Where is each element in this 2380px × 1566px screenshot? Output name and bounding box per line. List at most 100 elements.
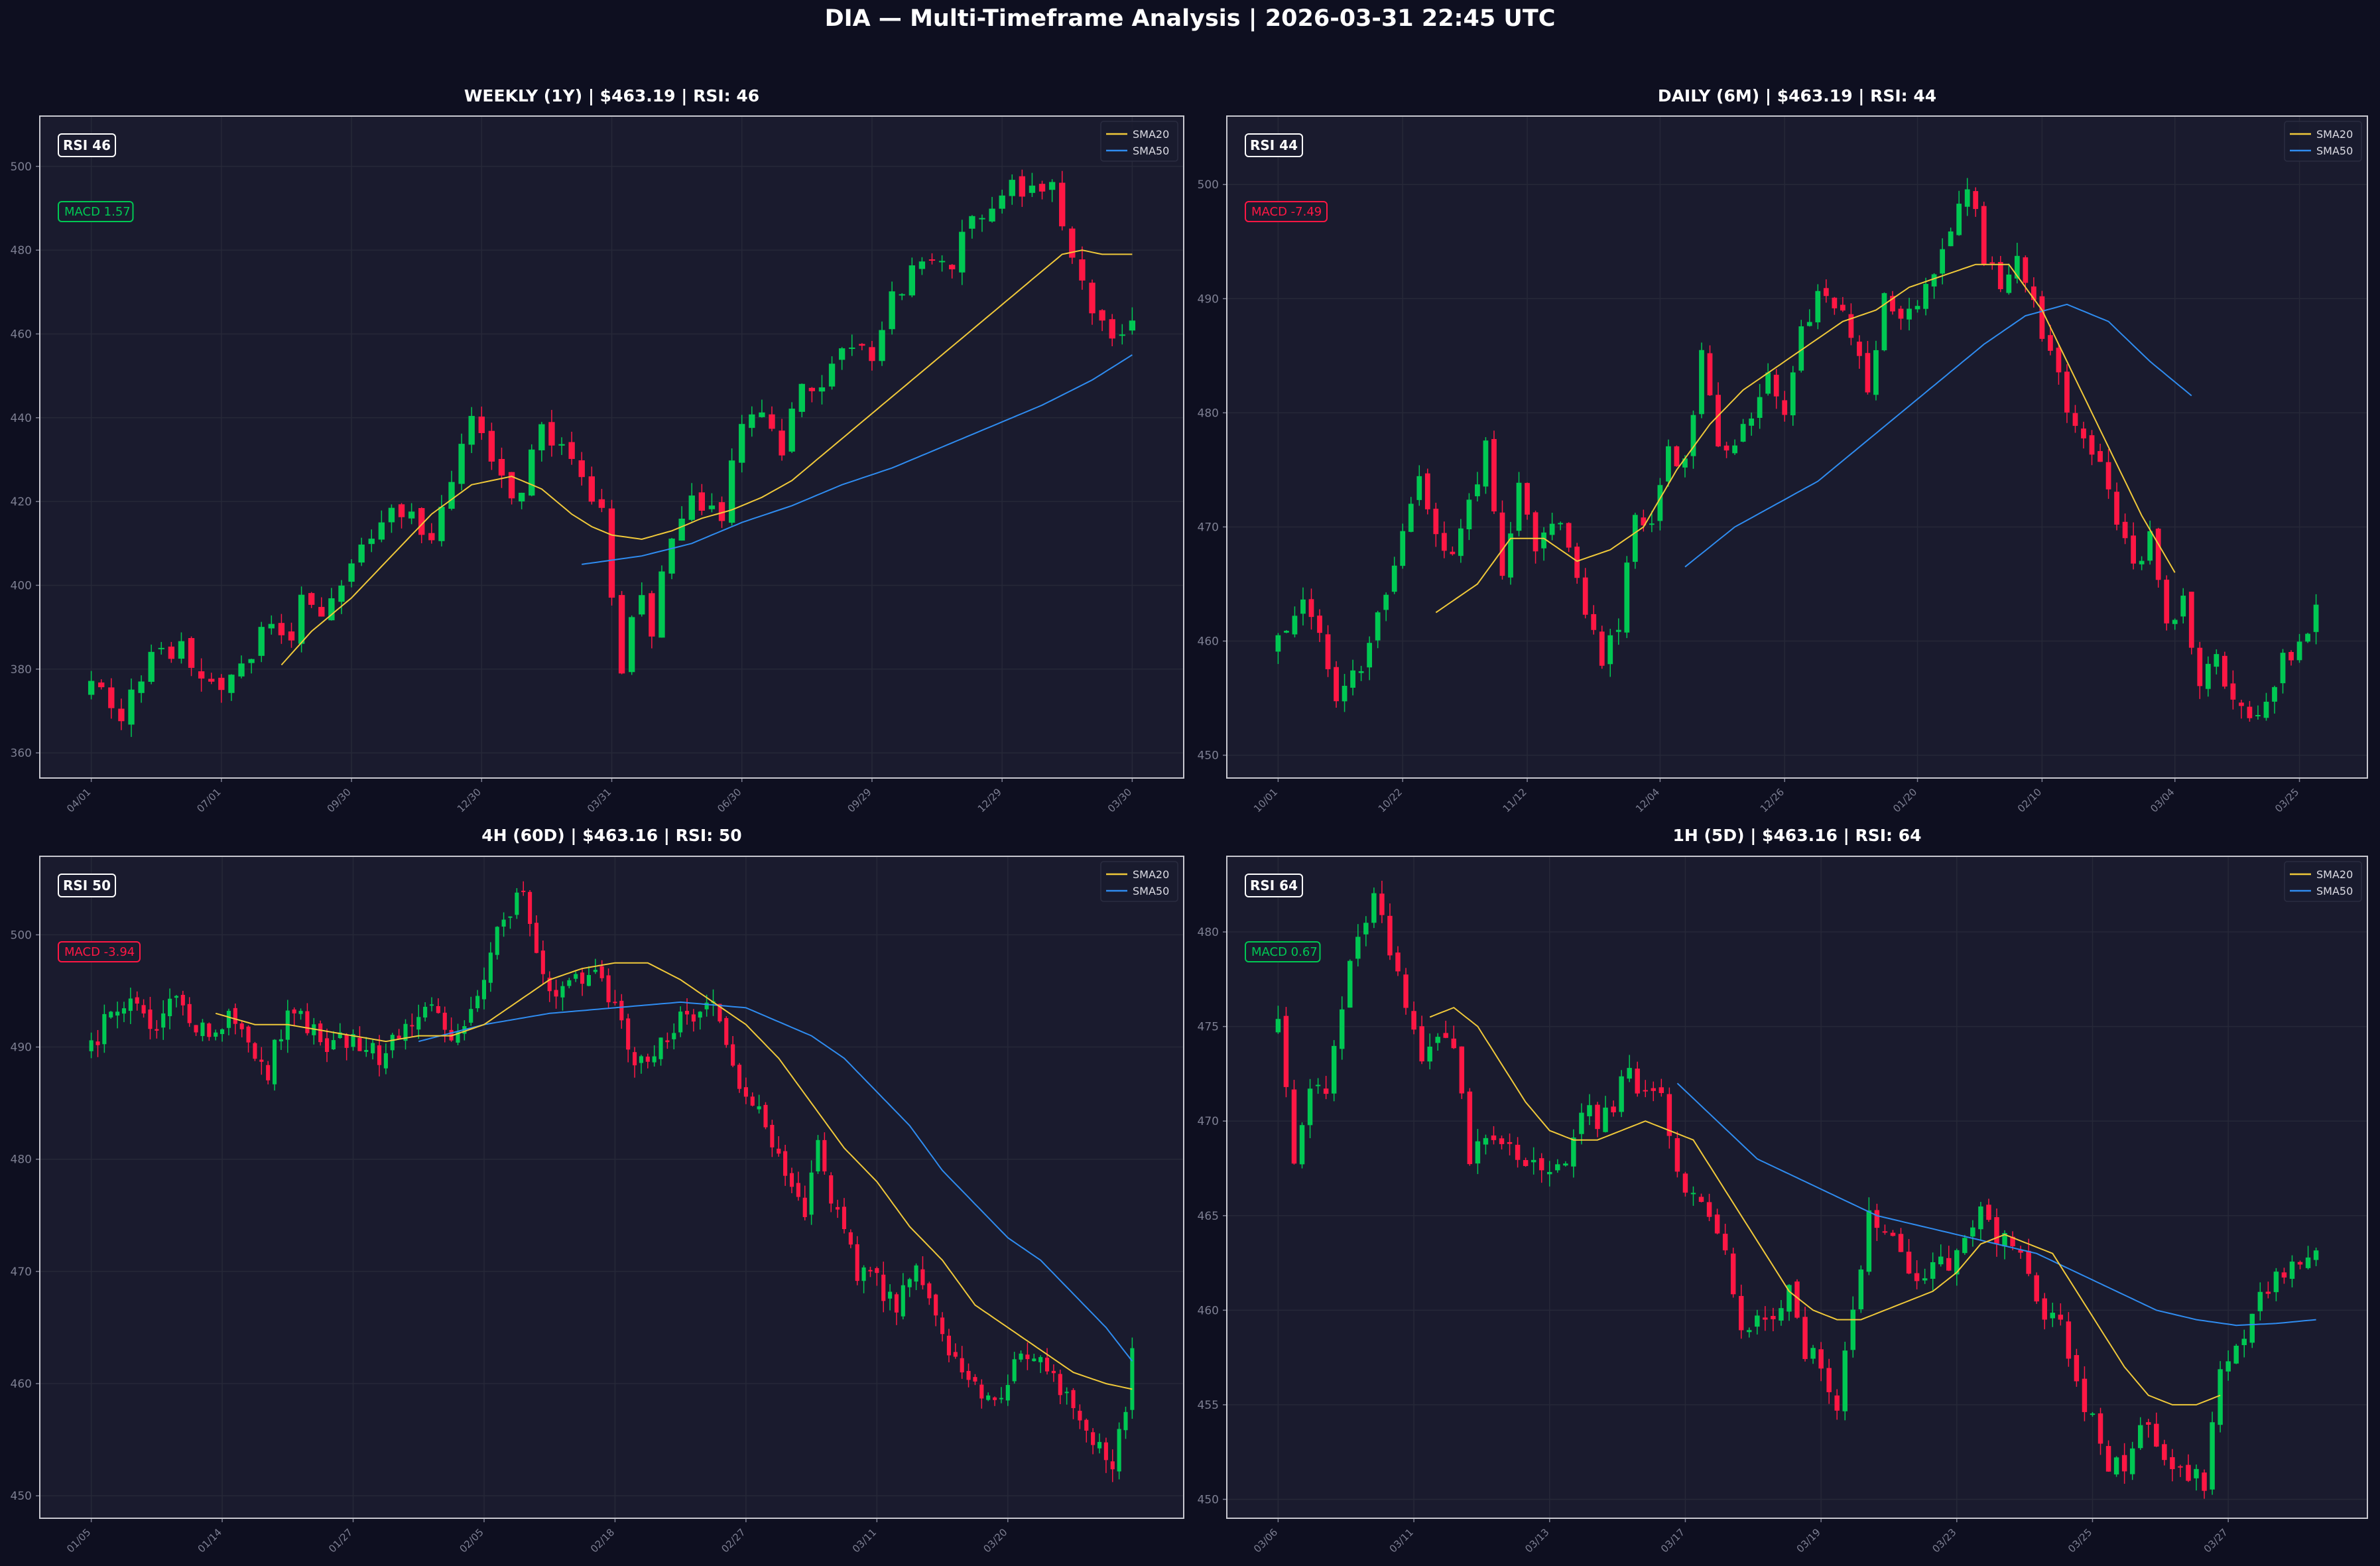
candle-down: [960, 1358, 964, 1373]
candle-up: [1873, 350, 1879, 395]
candle-up: [508, 916, 513, 918]
y-tick-label: 480: [11, 244, 32, 257]
candle-up: [901, 1285, 905, 1317]
candles: [1275, 178, 2319, 722]
rsi-badge-label: RSI 64: [1250, 878, 1298, 893]
candle-down: [1730, 1253, 1736, 1295]
x-tick-label: 02/18: [588, 1526, 617, 1555]
candle-up: [1516, 482, 1522, 531]
candle-up: [2180, 596, 2186, 617]
candle-down: [1110, 1461, 1115, 1470]
candle-down: [2081, 428, 2086, 438]
candle-down: [344, 1035, 349, 1048]
candle-up: [468, 416, 475, 445]
candle-up: [1383, 594, 1389, 610]
candle-down: [770, 1124, 775, 1147]
candle-up: [1649, 523, 1655, 525]
candle-down: [168, 646, 175, 659]
y-tick-label: 470: [11, 1266, 32, 1279]
candle-down: [2164, 579, 2170, 623]
candle-up: [2137, 1425, 2143, 1449]
candle-up: [2225, 1361, 2231, 1372]
candle-down: [1591, 614, 1597, 630]
candle-down: [398, 504, 405, 517]
sma50-line: [582, 354, 1133, 565]
candle-down: [684, 1010, 690, 1015]
candle-down: [2082, 1378, 2088, 1412]
candle-up: [969, 216, 975, 229]
candle-down: [718, 502, 725, 521]
candle-up: [1587, 1105, 1592, 1116]
candle-up: [1954, 1250, 1960, 1275]
candle-up: [1064, 1392, 1069, 1394]
candle-up: [1048, 182, 1056, 190]
candle-down: [554, 990, 558, 997]
candle-down: [940, 1317, 945, 1335]
candle-down: [1674, 1138, 1680, 1172]
candle-down: [1771, 1315, 1776, 1320]
x-tick-label: 03/04: [2148, 786, 2176, 815]
candle-down: [934, 1294, 938, 1316]
x-tick-label: 12/29: [975, 786, 1004, 815]
candle-down: [266, 1065, 271, 1080]
candle-down: [2121, 1455, 2127, 1472]
candle-up: [1029, 185, 1036, 193]
x-tick-label: 11/12: [1501, 786, 1529, 815]
candle-up: [148, 651, 155, 682]
rsi-badge-box: [1245, 874, 1303, 897]
candle-up: [1930, 1262, 1936, 1279]
candle-down: [1283, 1015, 1289, 1087]
candle-down: [377, 1045, 382, 1065]
candle-down: [318, 1023, 323, 1043]
candle-up: [1119, 334, 1125, 336]
candle-up: [1922, 1278, 1928, 1281]
candle-up: [248, 659, 255, 663]
y-tick-label: 500: [11, 161, 32, 174]
candle-up: [918, 261, 926, 269]
candle-up: [879, 330, 885, 361]
candle-down: [632, 1052, 637, 1066]
candle-up: [1749, 418, 1755, 426]
candle-up: [1375, 612, 1381, 641]
candle-down: [1599, 631, 1605, 666]
candle-down: [436, 1006, 440, 1013]
candle-down: [1840, 304, 1846, 311]
candle-down: [1898, 1234, 1904, 1252]
candle-down: [534, 923, 539, 953]
candle-down: [1523, 1160, 1529, 1166]
candle-down: [1698, 1197, 1704, 1203]
candle-up: [2305, 633, 2310, 642]
x-tick-label: 03/11: [850, 1526, 879, 1555]
candle-down: [1099, 310, 1105, 321]
axes-frame: [39, 115, 1184, 779]
candle-down: [992, 1397, 997, 1400]
candle-up: [658, 1037, 663, 1059]
candle-up: [1765, 372, 1771, 394]
candle-up: [1019, 1353, 1023, 1360]
candle-up: [1632, 515, 1638, 562]
candle-down: [2131, 535, 2137, 564]
candle-down: [155, 1029, 159, 1031]
x-tick-label: 10/22: [1376, 786, 1405, 815]
candle-down: [859, 344, 865, 346]
y-tick-label: 455: [1198, 1399, 1219, 1412]
candle-up: [331, 1040, 336, 1049]
candles: [88, 169, 1136, 738]
macd-badge-label: MACD 0.67: [1251, 945, 1318, 959]
macd-badge-box: [58, 941, 141, 962]
candle-up: [2263, 701, 2269, 718]
candle-up: [2313, 1250, 2319, 1260]
candle-down: [397, 1035, 401, 1039]
candle-up: [1842, 1350, 1848, 1411]
macd-badge-box: [1245, 201, 1328, 222]
candle-down: [2098, 451, 2103, 462]
candle-up: [161, 1013, 166, 1028]
chart-panel-daily: 450 460 470 480 490 500 10/01 10/22 11/12 12/04 12…: [1198, 115, 2368, 815]
candle-down: [442, 1012, 447, 1030]
x-tick-label: 03/11: [1387, 1526, 1416, 1555]
candle-down: [547, 977, 552, 992]
candle-down: [599, 966, 604, 978]
candle-down: [508, 472, 515, 499]
candle-down: [927, 1283, 932, 1299]
candle-down: [207, 1023, 212, 1037]
